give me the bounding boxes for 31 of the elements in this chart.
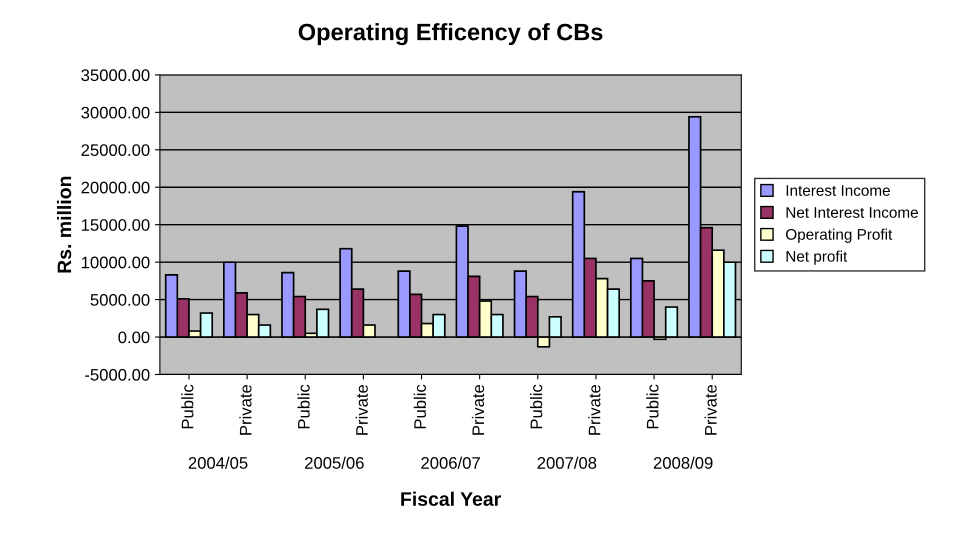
x-tick-label: Private [356,384,368,435]
x-axis-title: Fiscal Year [401,492,501,506]
y-tick-label: -5000.00 [85,368,150,381]
x-tick-label: Private [472,384,484,435]
x-tick-label: Public [646,384,659,428]
x-tick-label: Public [297,384,310,428]
y-tick-label: 30000.00 [81,106,150,119]
text: 2008/09 [654,456,712,469]
text: 2005/06 [305,456,364,469]
y-axis-title: Rs. million [56,176,72,273]
x-tick-label: Private [704,384,717,435]
x-tick-label: Public [414,384,426,428]
text: 2006/07 [421,456,480,469]
text: 2007/08 [538,456,596,469]
x-tick-label: Private [588,384,600,435]
y-tick-label: 0.00 [118,331,150,344]
text: 2004/05 [188,456,248,469]
x-tick-label: Private [239,384,252,435]
y-tick-label: 15000.00 [82,219,150,231]
x-tick-label: Public [181,384,194,428]
y-tick-label: 5000.00 [90,294,150,306]
y-tick-label: 35000.00 [81,69,150,82]
chart-title: Operating Efficency of CBs [298,23,602,46]
y-tick-label: 10000.00 [82,256,150,268]
legend-label: Net Interest Income [786,207,918,218]
x-tick-label: Public [530,384,542,428]
y-tick-label: 20000.00 [81,182,150,194]
legend-label: Operating Profit [786,228,892,243]
y-tick-label: 25000.00 [81,144,150,156]
legend-label: Interest Income [786,185,890,196]
legend-label: Net profit [786,250,848,265]
